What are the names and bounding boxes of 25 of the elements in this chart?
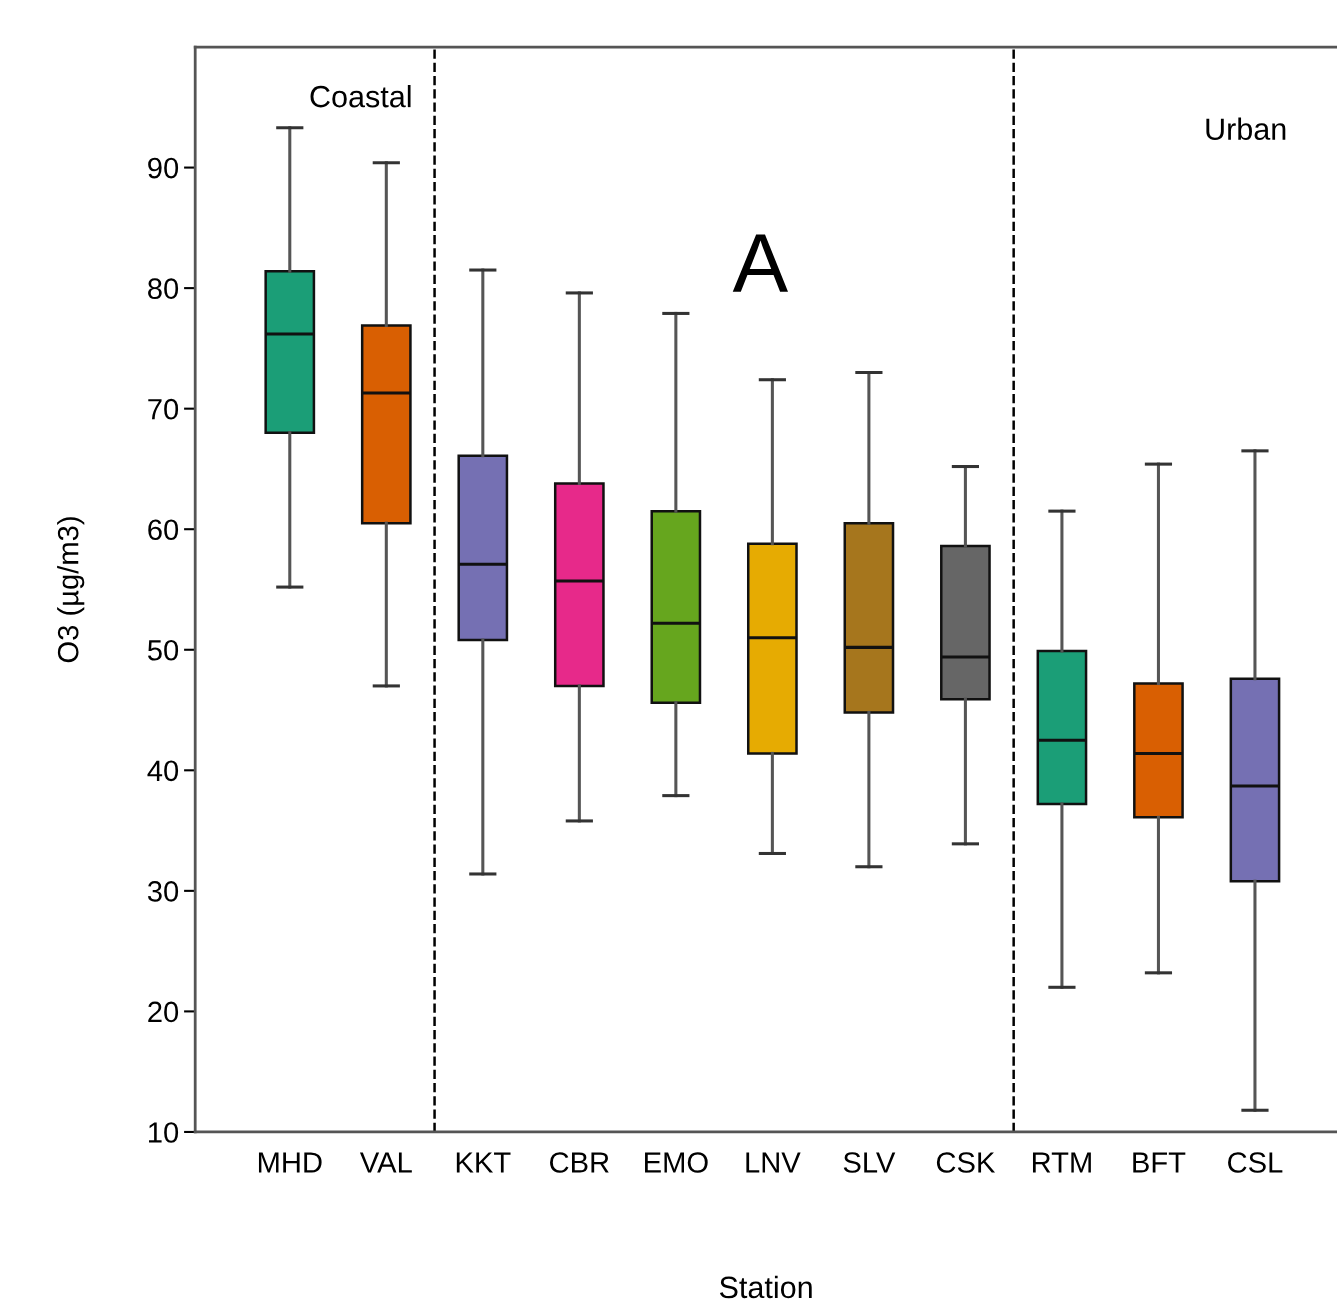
x-tick-label: EMO [645, 1152, 708, 1173]
annotation: A [732, 234, 789, 292]
annotation: Coastal [310, 85, 411, 108]
y-tick-label: 80 [148, 278, 179, 299]
x-tick-label: LNV [746, 1152, 801, 1173]
y-tick-label: 10 [149, 1122, 179, 1143]
x-tick-label: MHD [258, 1152, 322, 1173]
y-tick-label: 60 [148, 519, 179, 541]
x-tick-label: BFT [1133, 1152, 1186, 1173]
y-axis-title: O3 (µg/m3) [57, 517, 85, 663]
x-tick-label: CBR [550, 1152, 609, 1173]
x-tick-label: VAL [359, 1152, 412, 1173]
y-tick-label: 70 [148, 398, 179, 420]
x-tick-label: CSK [936, 1152, 996, 1173]
annotation: Urban [1206, 117, 1286, 140]
y-tick-label: 90 [148, 157, 179, 179]
x-tick-label: SLV [843, 1152, 896, 1173]
y-tick-label: 50 [147, 639, 179, 661]
y-tick-label: 30 [147, 881, 179, 902]
x-tick-label: CSL [1228, 1152, 1283, 1173]
x-axis-title: Station [719, 1275, 812, 1299]
x-tick-label: KKT [456, 1152, 511, 1173]
y-tick-label: 20 [148, 1001, 179, 1023]
x-tick-label: RTM [1032, 1152, 1091, 1173]
y-tick-label: 40 [147, 760, 179, 782]
